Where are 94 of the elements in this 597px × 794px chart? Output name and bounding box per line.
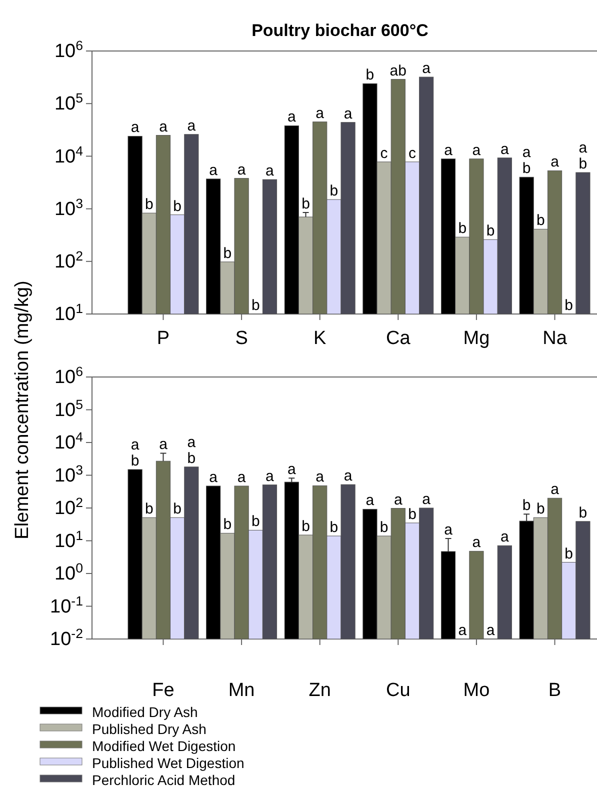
y-tick-label: 10$^{5}$ — [54, 90, 83, 115]
y-tick-label: 10$^{6}$ — [54, 38, 83, 62]
data-label: b — [408, 506, 416, 523]
y-tick-label: 10$^{-1}$ — [50, 592, 83, 618]
data-label: a — [316, 468, 325, 486]
data-label: b — [522, 497, 531, 514]
x-tick-label: Na — [542, 328, 568, 349]
data-label: b — [173, 500, 182, 518]
data-label: a — [287, 108, 296, 126]
data-label: b — [536, 212, 545, 230]
data-label: a — [187, 117, 196, 134]
data-label: a — [366, 492, 375, 510]
data-label: b — [330, 182, 338, 200]
data-label: a — [344, 105, 353, 122]
data-label: a — [344, 468, 353, 485]
y-tick-label: 10$^{6}$ — [54, 364, 83, 388]
x-tick-label: Fe — [152, 680, 174, 701]
data-label: b — [223, 244, 232, 262]
x-tick-label: Ca — [386, 328, 411, 349]
data-label: a b — [578, 139, 588, 172]
data-label: a — [394, 491, 403, 508]
y-tick-label: 10$^{2}$ — [54, 494, 83, 520]
data-label: a — [237, 161, 246, 178]
data-label: a — [159, 118, 168, 136]
data-label: b — [486, 222, 495, 240]
text: a — [486, 622, 495, 639]
y-tick-label: 10$^{0}$ — [54, 560, 83, 585]
data-label: b — [173, 198, 182, 215]
y-tick-label: 10$^{4}$ — [54, 429, 83, 454]
data-label: a — [444, 142, 454, 159]
data-label: b — [366, 66, 374, 84]
text: b — [251, 297, 260, 314]
data-label: b — [330, 518, 338, 536]
data-label: a — [500, 528, 510, 546]
chart-title: Poultry biochar 600°C — [252, 21, 428, 40]
y-tick-label: 10$^{2}$ — [54, 248, 83, 272]
data-label: a — [266, 162, 275, 180]
data-label: b — [380, 518, 388, 536]
data-label: a — [500, 140, 510, 158]
data-label: a — [472, 534, 482, 552]
data-label: a — [444, 522, 454, 539]
data-label: a — [550, 154, 560, 171]
data-label: a — [130, 119, 140, 136]
data-label: a — [422, 491, 432, 508]
legend-label: Modified Wet Digestion — [92, 738, 236, 754]
data-label: b — [536, 500, 545, 518]
y-tick-label: 10$^{3}$ — [54, 462, 83, 486]
data-label: a — [209, 162, 218, 179]
legend-label: Published Dry Ash — [92, 721, 206, 737]
x-tick-label: P — [156, 328, 170, 349]
data-label: b — [144, 500, 154, 518]
data-label: a — [209, 468, 218, 486]
data-label: b — [458, 220, 467, 238]
x-tick-label: B — [548, 680, 562, 701]
data-label: b — [223, 516, 232, 534]
y-tick-label: 10$^{-2}$ — [50, 626, 83, 650]
data-label: b — [302, 196, 310, 213]
text: a — [458, 622, 467, 639]
data-label: a — [159, 436, 168, 454]
x-tick-label: Zn — [308, 680, 331, 701]
data-label: b — [144, 196, 154, 214]
data-label: a — [237, 468, 246, 486]
y-tick-label: 10$^{5}$ — [54, 396, 83, 421]
x-tick-label: K — [314, 328, 327, 349]
y-tick-label: 10$^{1}$ — [54, 300, 83, 326]
x-tick-label: Mg — [463, 328, 490, 349]
legend-label: Published Wet Digestion — [92, 755, 244, 771]
text: b — [564, 297, 574, 314]
data-label: c — [380, 144, 388, 162]
y-axis-title: Element concentration (mg/kg) — [12, 280, 33, 540]
y-tick-label: 10$^{4}$ — [54, 142, 83, 168]
data-label: a — [550, 481, 560, 498]
data-label: a — [472, 142, 482, 159]
data-label: b — [564, 545, 574, 562]
data-label: a b — [130, 436, 140, 470]
y-tick-label: 10$^{3}$ — [54, 195, 83, 220]
data-label: a — [422, 60, 432, 78]
data-label: c — [408, 144, 416, 162]
x-tick-label: Cu — [386, 680, 410, 701]
x-tick-label: Mn — [228, 680, 255, 701]
data-label: b — [302, 518, 310, 535]
x-tick-label: Mo — [463, 680, 490, 701]
legend-label: Modified Dry Ash — [92, 704, 198, 720]
data-label: ab — [390, 62, 406, 80]
x-tick-label: S — [235, 328, 248, 349]
data-label: a — [266, 468, 275, 485]
data-label: a — [316, 104, 325, 122]
data-label: a — [287, 461, 296, 478]
data-label: b — [251, 513, 260, 530]
legend-label: Perchloric Acid Method — [92, 772, 236, 788]
data-label: a b — [187, 434, 196, 467]
y-tick-label: 10$^{1}$ — [54, 527, 83, 552]
data-label: b — [578, 504, 588, 522]
data-label: a b — [522, 144, 532, 178]
